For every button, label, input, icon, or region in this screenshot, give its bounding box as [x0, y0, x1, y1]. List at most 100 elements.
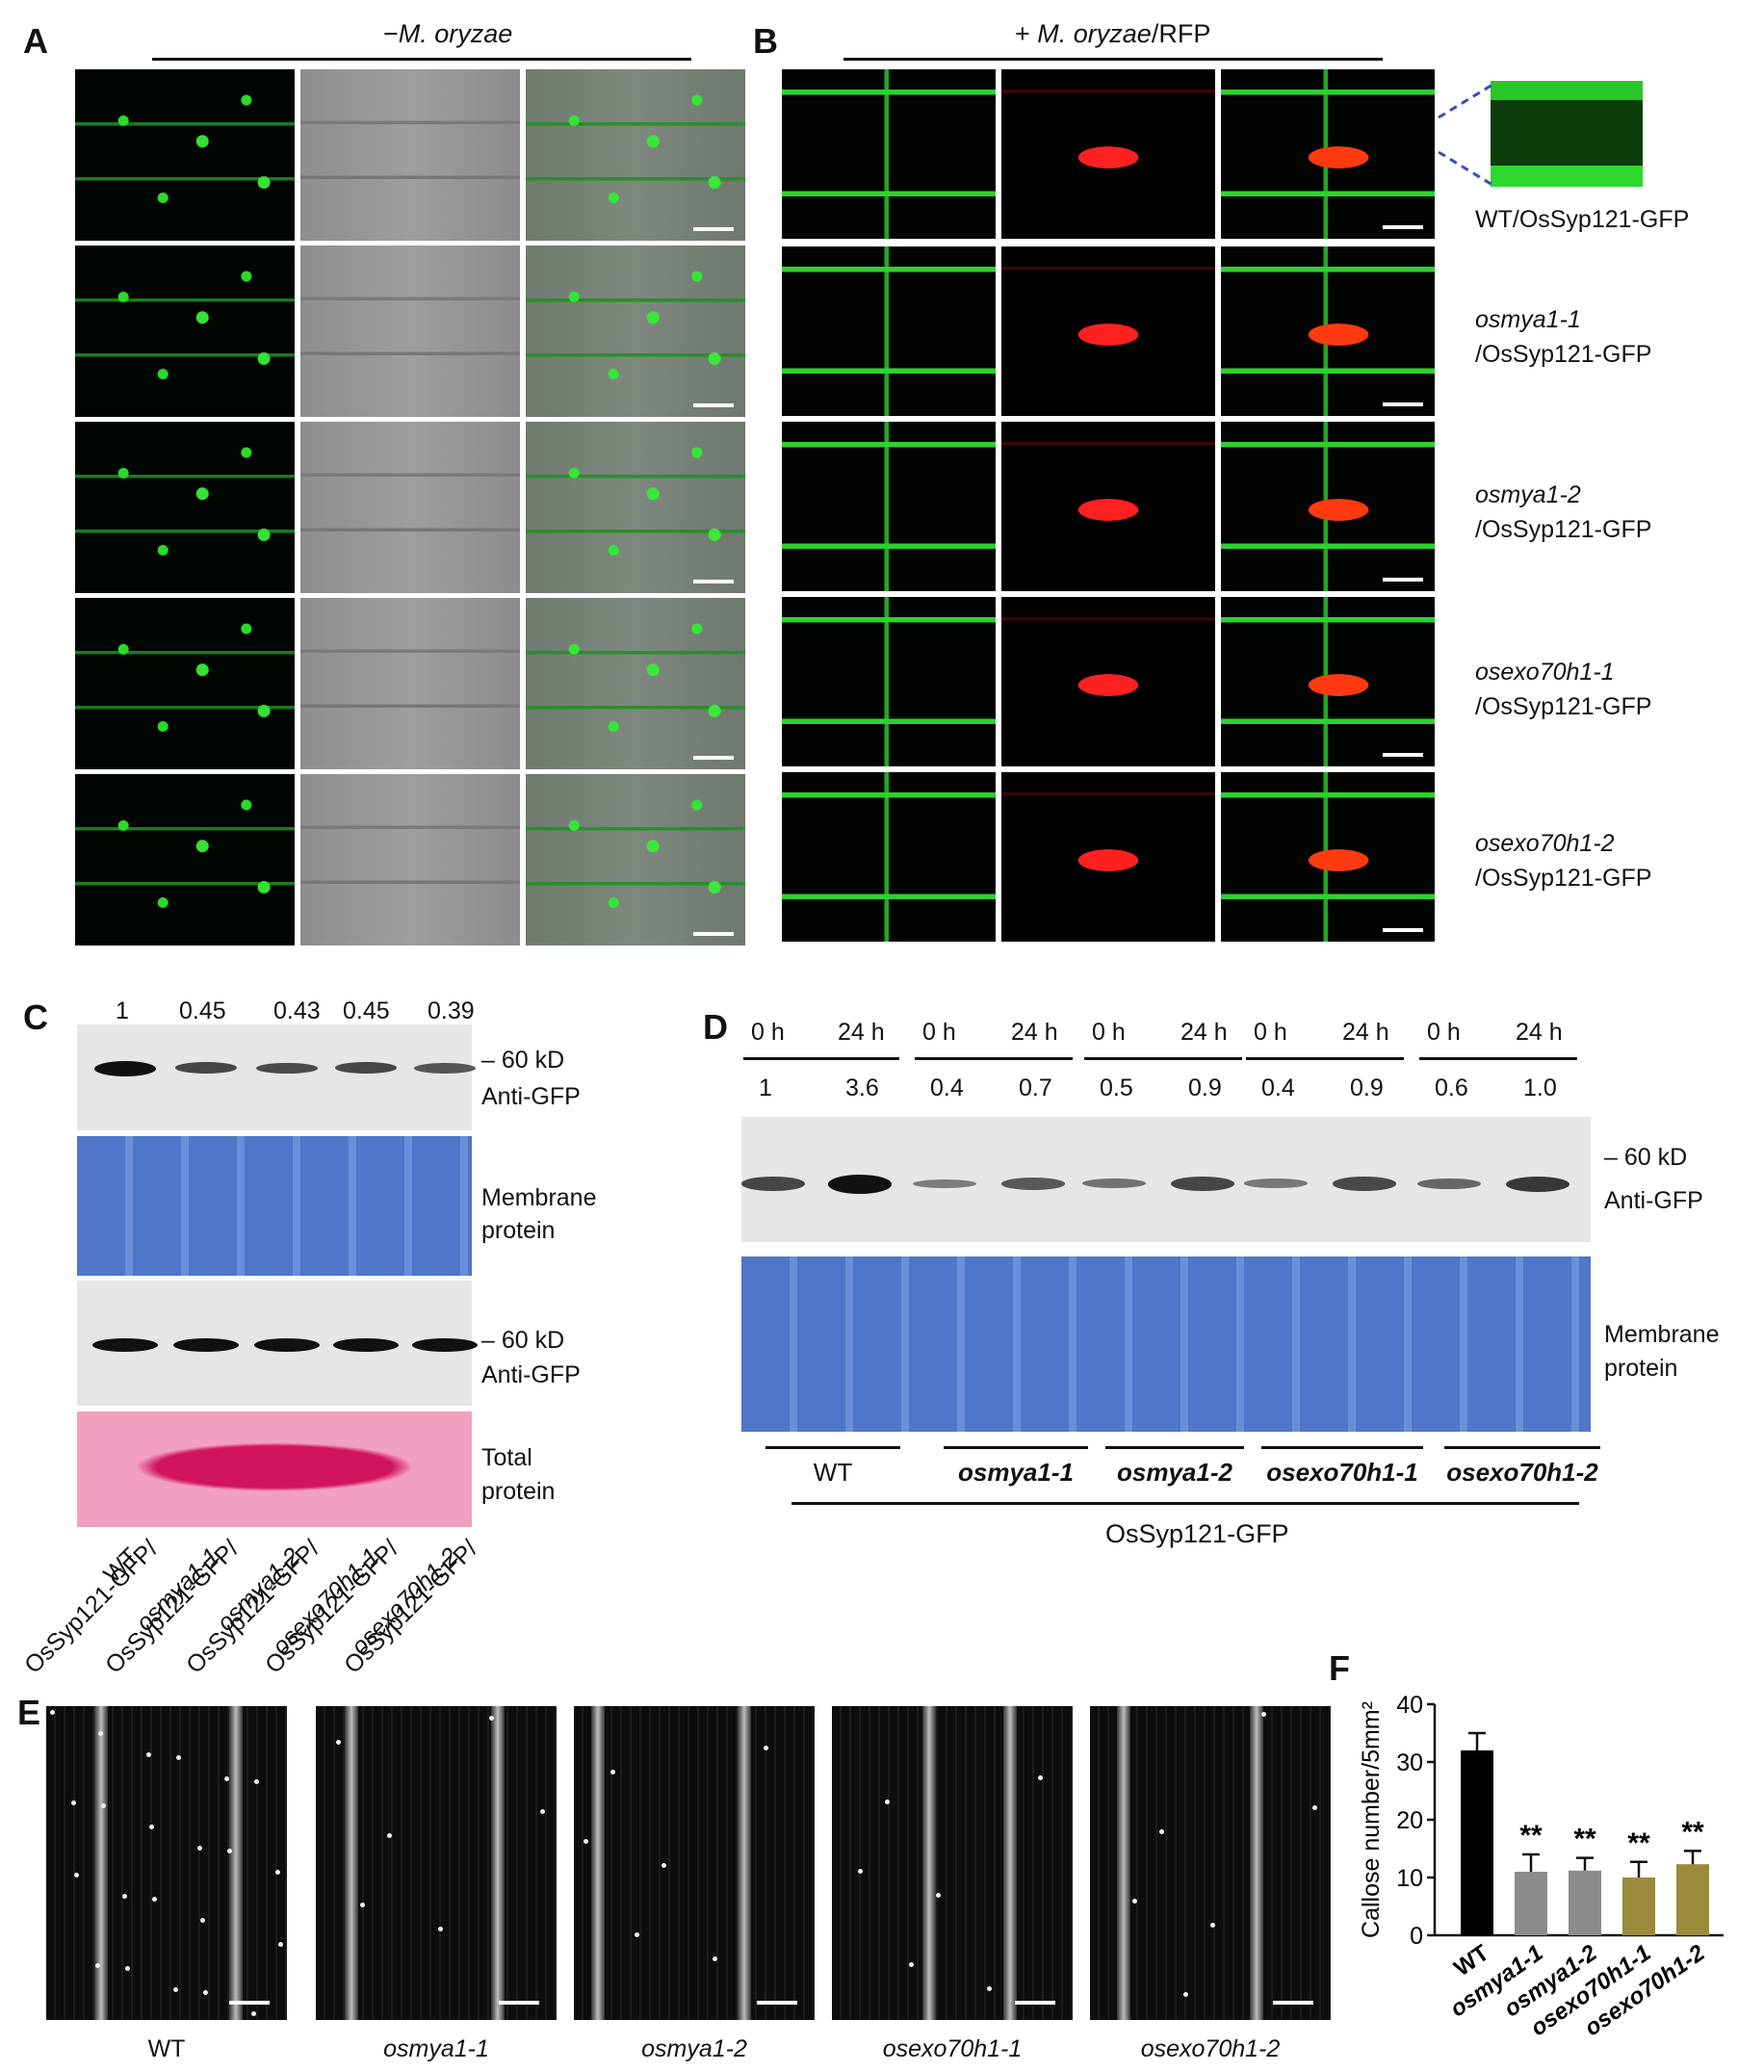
panel-b-image-r2-c3 — [1221, 246, 1435, 416]
panel-e-callose-dot-1-13 — [200, 1918, 205, 1923]
panel-c-band-membrane-4 — [335, 1062, 397, 1075]
panel-a-image-r2-c2 — [300, 246, 520, 417]
panel-a-image-r4-c2 — [300, 598, 520, 769]
panel-e-callose-dot-1-16 — [122, 1894, 127, 1899]
bar-osexo70h1-2 — [1676, 1864, 1709, 1935]
panel-e-callose-dot-1-3 — [152, 1897, 157, 1902]
panel-d-ratio-3: 0.4 — [930, 1075, 964, 1101]
panel-a-scale-bar-r2 — [693, 403, 734, 407]
panel-c-blot-membrane — [77, 1024, 476, 1130]
panel-d-time-rule-1 — [743, 1057, 899, 1060]
panel-e-callose-dot-1-6 — [74, 1873, 79, 1878]
panel-e-callose-dot-1-10 — [278, 1942, 283, 1947]
panel-c-coomassie-stain — [77, 1136, 472, 1276]
significance-osmya1-2: ** — [1573, 1824, 1596, 1855]
panel-b-image-r1-c3 — [1221, 69, 1435, 239]
panel-e-image-1 — [46, 1706, 287, 2020]
panel-e-vein-5-1 — [1117, 1706, 1130, 2020]
bar-osexo70h1-1 — [1622, 1878, 1655, 1935]
panel-e-callose-dot-1-18 — [224, 1776, 229, 1781]
panel-e-vein-4-2 — [1003, 1706, 1017, 2020]
panel-d-band-10 — [1506, 1176, 1569, 1192]
panel-c-blot-total — [77, 1281, 478, 1406]
panel-a-scale-bar-r4 — [693, 756, 734, 760]
panel-d-ratio-7: 0.4 — [1261, 1075, 1295, 1101]
panel-d-group-rule-5 — [1444, 1446, 1600, 1449]
panel-b-image-r5-c2 — [1001, 772, 1215, 942]
panel-c-ponceau-stain — [77, 1412, 472, 1527]
panel-e-callose-dot-5-3 — [1261, 1712, 1266, 1717]
panel-d-ratio-4: 0.7 — [1019, 1075, 1052, 1101]
panel-a-header-sign: − — [383, 19, 399, 48]
panel-e-scale-bar-4 — [1015, 2001, 1055, 2005]
y-tick-label-0: 0 — [1410, 1923, 1423, 1950]
panel-c-antibody-1: Anti-GFP — [481, 1083, 581, 1110]
panel-d-band-6 — [1171, 1177, 1234, 1191]
panel-e-callose-dot-1-20 — [95, 1963, 100, 1968]
panel-d-time-1: 0 h — [751, 1019, 785, 1046]
panel-a-scale-bar-r5 — [693, 932, 734, 936]
panel-e-vein-5-2 — [1250, 1706, 1263, 2020]
panel-c-marker-1: – 60 kD — [481, 1047, 565, 1074]
panel-e-image-5 — [1090, 1706, 1331, 2020]
panel-d-time-10: 24 h — [1516, 1019, 1563, 1046]
panel-e-callose-dot-1-9 — [227, 1849, 232, 1853]
panel-d-stain-line2: protein — [1604, 1355, 1678, 1382]
panel-e-callose-dot-1-14 — [251, 2011, 256, 2016]
panel-d-band-7 — [1244, 1178, 1308, 1189]
panel-b-row-label-2-genotype: osmya1-1 — [1475, 306, 1581, 333]
panel-b-header-organism: M. oryzae — [1037, 19, 1152, 48]
panel-d-ratio-1: 1 — [759, 1075, 772, 1101]
panel-b-image-r4-c1 — [782, 597, 996, 766]
y-axis-label: Callose number/5mm² — [1358, 1701, 1385, 1938]
panel-e-scale-bar-2 — [499, 2001, 539, 2005]
panel-b-scale-bar-r3 — [1383, 578, 1423, 582]
panel-e-callose-dot-2-3 — [438, 1927, 443, 1931]
panel-a-image-r3-c3 — [526, 422, 745, 593]
panel-d-time-9: 0 h — [1427, 1019, 1461, 1046]
panel-e-callose-dot-1-11 — [98, 1731, 103, 1736]
panel-b-image-r4-c2 — [1001, 597, 1215, 766]
panel-c-ratio-5: 0.39 — [428, 997, 475, 1024]
panel-c-band-total-4 — [333, 1338, 399, 1352]
panel-e-callose-dot-5-2 — [1210, 1923, 1215, 1928]
panel-e-callose-dot-4-1 — [885, 1800, 890, 1804]
panel-c-band-total-2 — [173, 1338, 239, 1352]
panel-a-image-r1-c2 — [300, 69, 520, 241]
panel-b-row-label-1-line1: WT/OsSyp121-GFP — [1475, 202, 1689, 237]
significance-osmya1-1: ** — [1519, 1820, 1543, 1852]
panel-b-row-label-4-line2: /OsSyp121-GFP — [1475, 693, 1652, 720]
panel-e-callose-dot-4-6 — [909, 1962, 914, 1967]
panel-d-band-1 — [741, 1177, 805, 1191]
significance-osexo70h1-2: ** — [1681, 1816, 1704, 1848]
panel-a-scale-bar-r3 — [693, 580, 734, 583]
panel-d-antibody: Anti-GFP — [1604, 1187, 1703, 1214]
panel-a-image-r5-c1 — [75, 774, 295, 945]
panel-e-callose-dot-3-2 — [662, 1863, 666, 1868]
panel-b-row-label-2: osmya1-1/OsSyp121-GFP — [1475, 302, 1651, 372]
panel-d-time-8: 24 h — [1342, 1019, 1389, 1046]
panel-a-header-organism: M. oryzae — [398, 19, 513, 48]
panel-b-scale-bar-r2 — [1383, 402, 1423, 406]
panel-c-lane-5-construct: OsSyp121-GFP/ — [339, 1535, 483, 1679]
panel-d-ratio-5: 0.5 — [1100, 1075, 1133, 1101]
panel-c-band-total-5 — [412, 1338, 478, 1352]
panel-c-stain-1-line1: Membrane — [481, 1184, 597, 1211]
panel-b-scale-bar-r5 — [1383, 928, 1423, 932]
panel-e-vein-4-1 — [922, 1706, 936, 2020]
panel-d-group-label-1: WT — [813, 1458, 853, 1487]
panel-d-group-label-4: osexo70h1-1 — [1266, 1458, 1418, 1487]
bar-WT — [1461, 1750, 1493, 1935]
panel-d-ratio-8: 0.9 — [1350, 1075, 1384, 1101]
panel-b-row-label-3-line1: osmya1-2 — [1475, 478, 1651, 512]
panel-a-image-r5-c2 — [300, 774, 520, 945]
panel-d-ratio-6: 0.9 — [1188, 1075, 1222, 1101]
panel-d-time-rule-2 — [915, 1057, 1073, 1060]
panel-a-image-r4-c3 — [526, 598, 745, 769]
panel-d-time-rule-5 — [1419, 1057, 1577, 1060]
panel-e-callose-dot-3-4 — [764, 1746, 768, 1750]
panel-b-row-label-4: osexo70h1-1/OsSyp121-GFP — [1475, 655, 1651, 724]
panel-e-callose-dot-5-5 — [1132, 1899, 1137, 1904]
panel-e-callose-dot-1-7 — [125, 1966, 130, 1971]
panel-label-c: C — [23, 997, 48, 1037]
